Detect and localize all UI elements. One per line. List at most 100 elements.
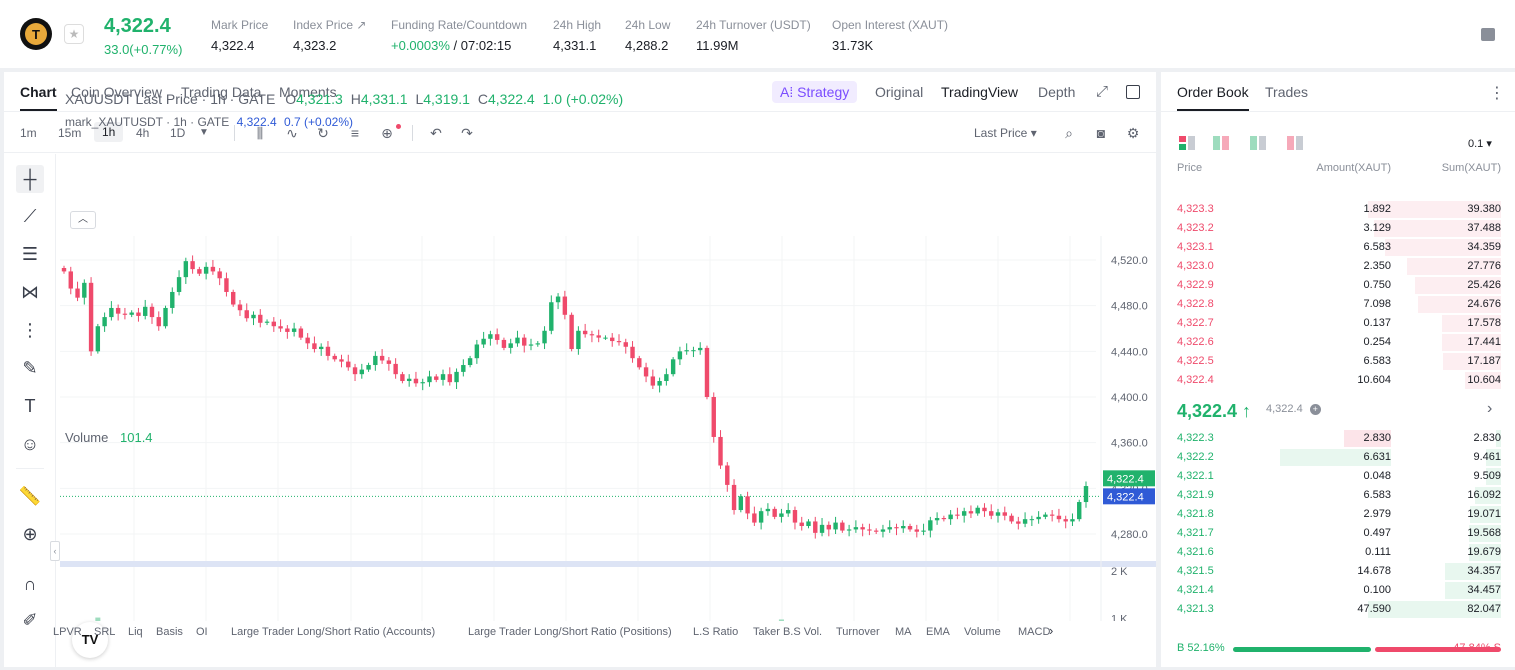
- indicator-1[interactable]: SRL: [94, 626, 116, 638]
- interval-1h[interactable]: 1h: [94, 122, 124, 142]
- indicators-icon[interactable]: ∿: [286, 125, 298, 141]
- bid-row[interactable]: 4,322.2 6.631 9.461: [1161, 448, 1515, 467]
- bid-row[interactable]: 4,321.5 14.678 34.357: [1161, 562, 1515, 581]
- undo-icon[interactable]: ↶: [430, 125, 442, 141]
- interval-dropdown-icon[interactable]: ▼: [199, 127, 209, 138]
- bid-row[interactable]: 4,321.8 2.979 19.071: [1161, 505, 1515, 524]
- collapse-legend-icon[interactable]: ︿: [70, 211, 96, 229]
- candle-body: [95, 326, 101, 352]
- bid-row[interactable]: 4,321.7 0.497 19.568: [1161, 524, 1515, 543]
- bid-amount: 0.100: [1363, 584, 1391, 596]
- search-icon[interactable]: ⌕: [1065, 125, 1073, 141]
- book-icon[interactable]: [1481, 28, 1495, 41]
- horizontal-lines-icon[interactable]: ☰: [21, 244, 39, 264]
- view-bids-icon[interactable]: [1250, 136, 1266, 150]
- candlestick-chart[interactable]: 4,520.04,480.04,440.04,400.04,360.04,320…: [56, 154, 1156, 621]
- brush-icon[interactable]: ✎: [22, 358, 38, 378]
- candle-type-icon[interactable]: ⫼: [256, 125, 264, 141]
- bid-row[interactable]: 4,321.6 0.111 19.679: [1161, 543, 1515, 562]
- tab-trading-data[interactable]: Trading Data: [181, 84, 262, 100]
- ask-row[interactable]: 4,323.3 1.892 39.380: [1161, 200, 1515, 219]
- indicator-6[interactable]: Large Trader Long/Short Ratio (Positions…: [468, 626, 672, 638]
- ask-row[interactable]: 4,322.5 6.583 17.187: [1161, 352, 1515, 371]
- candle-body: [61, 267, 67, 272]
- interval-1m[interactable]: 1m: [20, 126, 37, 140]
- indicator-3[interactable]: Basis: [156, 626, 183, 638]
- candle-body: [109, 307, 114, 318]
- indicator-2[interactable]: Liq: [128, 626, 143, 638]
- fib-icon[interactable]: ⋮: [21, 320, 39, 340]
- trend-line-icon[interactable]: ⟋: [23, 206, 37, 226]
- indicator-12[interactable]: Volume: [964, 626, 1001, 638]
- ask-row[interactable]: 4,322.4 10.604 10.604: [1161, 371, 1515, 390]
- bid-row[interactable]: 4,321.9 6.583 16.092: [1161, 486, 1515, 505]
- magnet-icon[interactable]: ∩: [23, 574, 37, 594]
- zoom-in-icon[interactable]: ⊕: [22, 524, 38, 544]
- tab-coin-overview[interactable]: Coin Overview: [71, 84, 163, 100]
- more-icon[interactable]: ⋮: [1489, 85, 1505, 102]
- favorite-star-icon[interactable]: ★: [64, 24, 84, 44]
- ask-row[interactable]: 4,323.1 6.583 34.359: [1161, 238, 1515, 257]
- indicator-10[interactable]: MA: [895, 626, 912, 638]
- indicator-5[interactable]: Large Trader Long/Short Ratio (Accounts): [231, 626, 436, 638]
- indicator-11[interactable]: EMA: [926, 626, 950, 638]
- bid-row[interactable]: 4,321.4 0.100 34.457: [1161, 581, 1515, 600]
- pencil-lock-icon[interactable]: ✐: [22, 610, 38, 630]
- indicator-9[interactable]: Turnover: [836, 626, 880, 638]
- crosshair-icon[interactable]: ┼: [16, 165, 44, 193]
- tab-moments[interactable]: Moments: [279, 84, 337, 100]
- stat-24h-turnover: 24h Turnover (USDT) 11.99M: [696, 18, 811, 53]
- scroll-left-icon[interactable]: ‹: [50, 541, 60, 561]
- camera-icon[interactable]: ◙: [1096, 125, 1106, 141]
- indicator-8[interactable]: Taker B.S Vol.: [753, 626, 823, 638]
- emoji-icon[interactable]: ☺: [20, 434, 40, 454]
- stat-index-price[interactable]: Index Price ↗ 4,323.2: [293, 18, 367, 53]
- bid-row[interactable]: 4,322.1 0.048 9.509: [1161, 467, 1515, 486]
- interval-1d[interactable]: 1D: [170, 126, 186, 140]
- pattern-icon[interactable]: ⋈: [21, 282, 39, 302]
- chevron-right-icon[interactable]: ›: [1487, 400, 1493, 417]
- ask-row[interactable]: 4,322.6 0.254 17.441: [1161, 333, 1515, 352]
- indicator-scroll-right-icon[interactable]: ›: [1049, 623, 1054, 638]
- indicator-4[interactable]: OI: [196, 626, 208, 638]
- redo-icon[interactable]: ↷: [461, 125, 473, 141]
- candle-body: [440, 374, 446, 380]
- tab-trades[interactable]: Trades: [1265, 84, 1309, 100]
- indicator-7[interactable]: L.S Ratio: [693, 626, 739, 638]
- indicator-13[interactable]: MACD: [1018, 626, 1051, 638]
- price-type-select[interactable]: Last Price ▾: [974, 126, 1037, 140]
- bid-row[interactable]: 4,322.3 2.830 2.830: [1161, 429, 1515, 448]
- ask-row[interactable]: 4,322.7 0.137 17.578: [1161, 314, 1515, 333]
- interval-15m[interactable]: 15m: [58, 126, 82, 140]
- precision-select[interactable]: 0.1 ▾: [1468, 138, 1492, 150]
- ask-row[interactable]: 4,322.9 0.750 25.426: [1161, 276, 1515, 295]
- bid-sum: 2.830: [1473, 432, 1501, 444]
- view-both-icon[interactable]: [1179, 136, 1195, 150]
- volume-bar: [778, 619, 784, 621]
- view-asks-icon[interactable]: [1287, 136, 1303, 150]
- bid-row[interactable]: 4,321.3 47.590 82.047: [1161, 600, 1515, 619]
- tab-order-book[interactable]: Order Book: [1177, 84, 1249, 111]
- candle-body: [610, 337, 615, 342]
- text-icon[interactable]: T: [24, 396, 36, 416]
- window-icon[interactable]: [1126, 85, 1140, 99]
- indicator-0[interactable]: LPVR: [53, 626, 82, 638]
- ask-row[interactable]: 4,323.0 2.350 27.776: [1161, 257, 1515, 276]
- add-indicator-icon[interactable]: ⊕: [381, 125, 393, 141]
- list-icon[interactable]: ≡: [350, 125, 360, 141]
- col-sum: Sum(XAUT): [1441, 162, 1501, 174]
- view-tradingview[interactable]: TradingView: [941, 84, 1019, 100]
- candle-body: [339, 359, 344, 362]
- expand-icon[interactable]: ⤢: [1095, 83, 1108, 100]
- tab-chart[interactable]: Chart: [20, 84, 57, 111]
- ask-row[interactable]: 4,322.8 7.098 24.676: [1161, 295, 1515, 314]
- interval-4h[interactable]: 4h: [136, 126, 150, 140]
- view-depth[interactable]: Depth: [1038, 84, 1076, 100]
- view-original[interactable]: Original: [875, 84, 924, 100]
- refresh-icon[interactable]: ↻: [317, 125, 329, 141]
- gear-icon[interactable]: ⚙: [1126, 125, 1140, 141]
- ask-row[interactable]: 4,323.2 3.129 37.488: [1161, 219, 1515, 238]
- strategy-button[interactable]: A⁞ Strategy: [772, 81, 858, 103]
- ruler-icon[interactable]: 📏: [18, 486, 42, 506]
- view-buy-sell-icon[interactable]: [1213, 136, 1229, 150]
